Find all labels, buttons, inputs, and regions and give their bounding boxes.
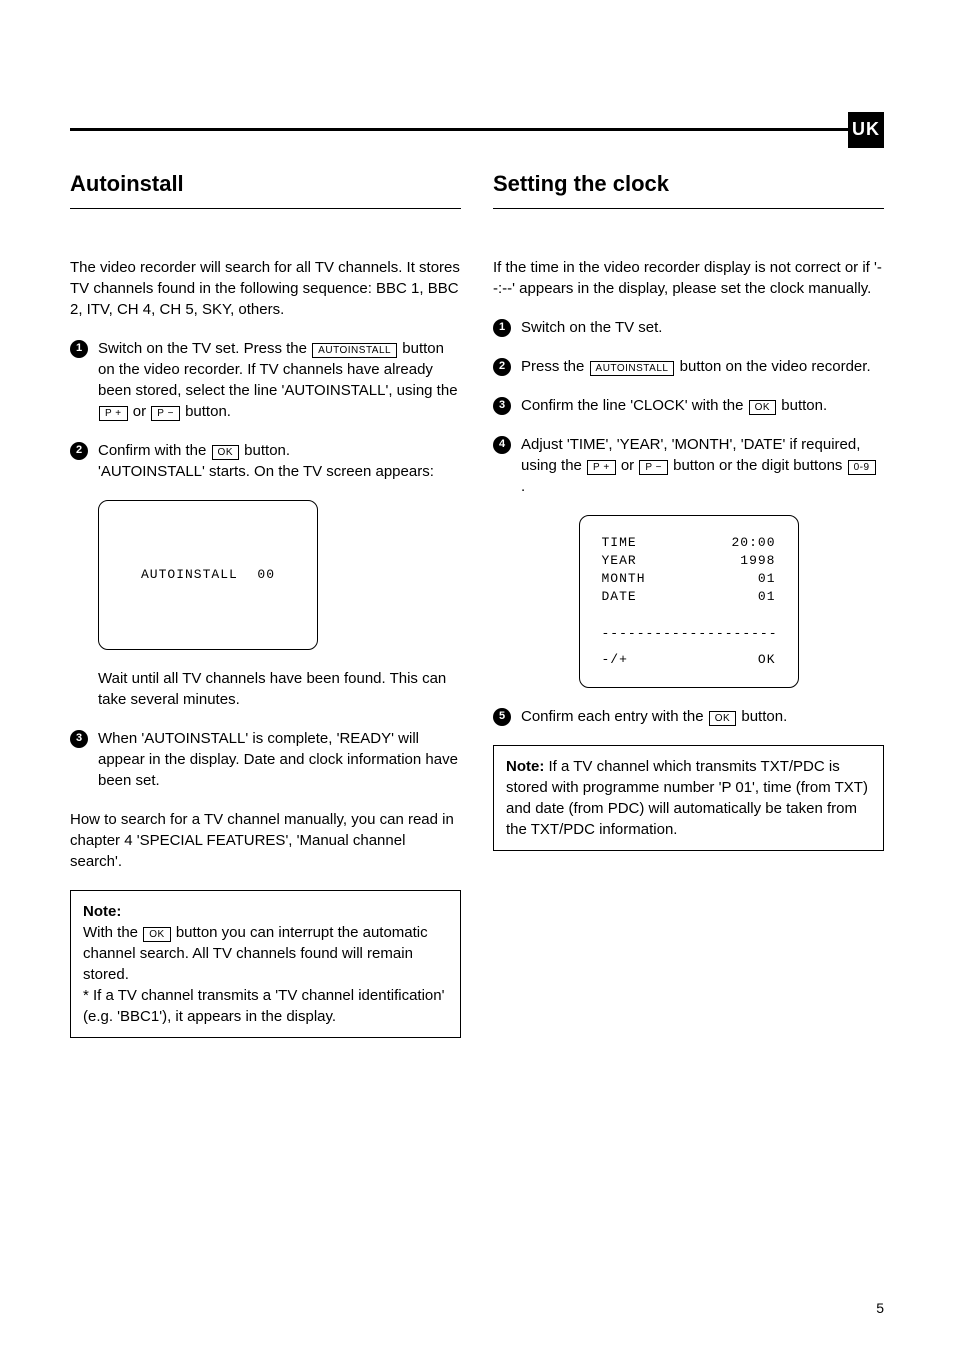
- screen-label: AUTOINSTALL: [141, 566, 238, 584]
- step-number-icon: 5: [493, 708, 511, 726]
- footer-left: -/+: [602, 651, 628, 669]
- step-number-icon: 1: [493, 319, 511, 337]
- autoinstall-button: AUTOINSTALL: [590, 361, 675, 376]
- step-body: Switch on the TV set.: [521, 317, 884, 338]
- clock-note: Note: If a TV channel which transmits TX…: [493, 745, 884, 851]
- screen-value: 00: [257, 566, 275, 584]
- text: Press the: [521, 358, 589, 375]
- step-number-icon: 2: [70, 442, 88, 460]
- text: Confirm each entry with the: [521, 708, 708, 725]
- content-columns: Autoinstall The video recorder will sear…: [70, 169, 884, 1038]
- note-title: Note:: [83, 901, 448, 922]
- note-title: Note:: [506, 758, 544, 775]
- ok-button: OK: [749, 400, 776, 415]
- manual-search-text: How to search for a TV channel manually,…: [70, 809, 461, 872]
- step-body: Confirm each entry with the OK button.: [521, 706, 884, 727]
- step-number-icon: 4: [493, 436, 511, 454]
- autoinstall-heading: Autoinstall: [70, 169, 461, 209]
- autoinstall-step-2: 2 Confirm with the OK button. 'AUTOINSTA…: [70, 440, 461, 482]
- autoinstall-button: AUTOINSTALL: [312, 343, 397, 358]
- divider-dashes: ------------------------: [602, 625, 776, 643]
- text: Switch on the TV set. Press the: [98, 340, 311, 357]
- text: 'AUTOINSTALL' starts. On the TV screen a…: [98, 463, 434, 480]
- autoinstall-screen: AUTOINSTALL 00: [98, 500, 318, 650]
- time-value: 20:00: [731, 534, 775, 552]
- step-body: Press the AUTOINSTALL button on the vide…: [521, 356, 884, 377]
- clock-step-3: 3 Confirm the line 'CLOCK' with the OK b…: [493, 395, 884, 416]
- autoinstall-intro: The video recorder will search for all T…: [70, 257, 461, 320]
- text: .: [521, 478, 525, 495]
- p-minus-button: P −: [639, 460, 668, 475]
- clock-intro: If the time in the video recorder displa…: [493, 257, 884, 299]
- text: button.: [244, 442, 290, 459]
- ok-button: OK: [143, 927, 170, 942]
- year-value: 1998: [740, 552, 775, 570]
- page-number: 5: [876, 1299, 884, 1319]
- footer-right: OK: [758, 651, 776, 669]
- text: * If a TV channel transmits a 'TV channe…: [83, 987, 444, 1025]
- step-body: When 'AUTOINSTALL' is complete, 'READY' …: [98, 728, 461, 791]
- clock-screen: TIME 20:00 YEAR 1998 MONTH 01 DATE 01 ------…: [579, 515, 799, 688]
- step-number-icon: 1: [70, 340, 88, 358]
- step-number-icon: 3: [493, 397, 511, 415]
- date-value: 01: [758, 588, 776, 606]
- text: button.: [781, 397, 827, 414]
- ok-button: OK: [212, 445, 239, 460]
- p-plus-button: P +: [99, 406, 128, 421]
- autoinstall-step-3: 3 When 'AUTOINSTALL' is complete, 'READY…: [70, 728, 461, 791]
- right-column: Setting the clock If the time in the vid…: [493, 169, 884, 1038]
- year-label: YEAR: [602, 552, 637, 570]
- text: With the: [83, 924, 142, 941]
- step-body: Adjust 'TIME', 'YEAR', 'MONTH', 'DATE' i…: [521, 434, 884, 497]
- step-number-icon: 3: [70, 730, 88, 748]
- clock-step-2: 2 Press the AUTOINSTALL button on the vi…: [493, 356, 884, 377]
- wait-text: Wait until all TV channels have been fou…: [98, 668, 461, 710]
- clock-step-4: 4 Adjust 'TIME', 'YEAR', 'MONTH', 'DATE'…: [493, 434, 884, 497]
- clock-step-1: 1 Switch on the TV set.: [493, 317, 884, 338]
- text: button or the digit buttons: [673, 457, 846, 474]
- month-label: MONTH: [602, 570, 646, 588]
- text: button.: [185, 403, 231, 420]
- autoinstall-step-1: 1 Switch on the TV set. Press the AUTOIN…: [70, 338, 461, 422]
- top-rule: UK: [70, 128, 884, 131]
- time-label: TIME: [602, 534, 637, 552]
- left-column: Autoinstall The video recorder will sear…: [70, 169, 461, 1038]
- autoinstall-note: Note: With the OK button you can interru…: [70, 890, 461, 1038]
- text: or: [133, 403, 151, 420]
- text: button.: [741, 708, 787, 725]
- step-number-icon: 2: [493, 358, 511, 376]
- note-body: If a TV channel which transmits TXT/PDC …: [506, 758, 868, 838]
- step-body: Confirm the line 'CLOCK' with the OK but…: [521, 395, 884, 416]
- date-label: DATE: [602, 588, 637, 606]
- month-value: 01: [758, 570, 776, 588]
- p-plus-button: P +: [587, 460, 616, 475]
- step-body: Switch on the TV set. Press the AUTOINST…: [98, 338, 461, 422]
- clock-step-5: 5 Confirm each entry with the OK button.: [493, 706, 884, 727]
- digit-buttons: 0-9: [848, 460, 876, 475]
- text: Confirm with the: [98, 442, 211, 459]
- text: or: [621, 457, 639, 474]
- ok-button: OK: [709, 711, 736, 726]
- region-badge: UK: [848, 112, 884, 148]
- clock-heading: Setting the clock: [493, 169, 884, 209]
- step-body: Confirm with the OK button. 'AUTOINSTALL…: [98, 440, 461, 482]
- p-minus-button: P −: [151, 406, 180, 421]
- text: Confirm the line 'CLOCK' with the: [521, 397, 748, 414]
- text: button on the video recorder.: [680, 358, 871, 375]
